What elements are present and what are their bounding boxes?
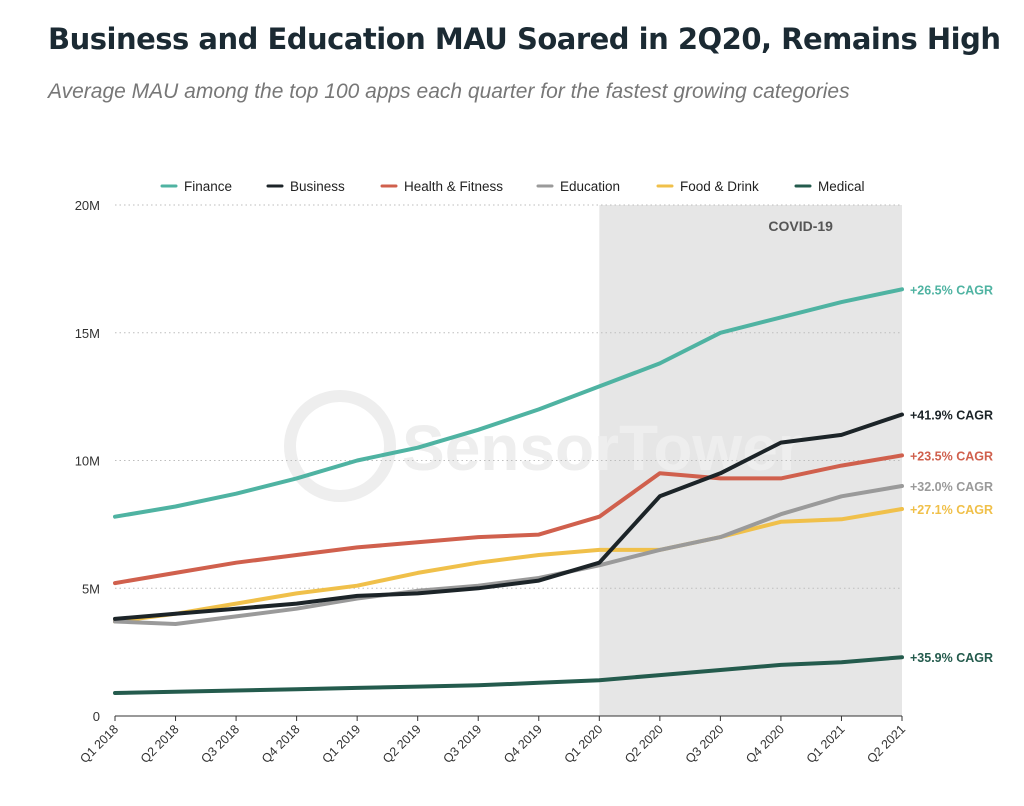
legend-label: Food & Drink	[680, 179, 759, 194]
cagr-label-health-fitness: +23.5% CAGR	[910, 449, 993, 463]
watermark-text: SensorTower	[402, 412, 803, 484]
legend-label: Finance	[184, 179, 232, 194]
x-tick-label: Q1 2021	[804, 722, 848, 766]
legend-label: Business	[290, 179, 345, 194]
x-tick-label: Q3 2019	[441, 722, 485, 766]
series-line-finance	[113, 287, 904, 519]
chart-subtitle: Average MAU among the top 100 apps each …	[48, 80, 850, 103]
cagr-label-finance: +26.5% CAGR	[910, 283, 993, 297]
cagr-label-business: +41.9% CAGR	[910, 409, 993, 423]
series-line-food-drink	[113, 507, 904, 624]
x-tick-label: Q4 2020	[743, 722, 787, 766]
x-tick-label: Q3 2020	[683, 722, 727, 766]
legend-item-education: Education	[536, 179, 620, 194]
legend-item-business: Business	[266, 179, 345, 194]
x-tick-label: Q2 2020	[622, 722, 666, 766]
cagr-label-food-drink: +27.1% CAGR	[910, 503, 993, 517]
watermark-logo	[284, 390, 396, 502]
y-tick-label: 20M	[75, 198, 100, 213]
covid-label: COVID-19	[768, 218, 833, 234]
x-tick-label: Q4 2018	[259, 722, 303, 766]
cagr-label-medical: +35.9% CAGR	[910, 651, 993, 665]
cagr-label-education: +32.0% CAGR	[910, 480, 993, 494]
x-tick-label: Q4 2019	[501, 722, 545, 766]
x-tick-label: Q2 2018	[138, 722, 182, 766]
series-line-health-fitness	[113, 453, 904, 586]
x-tick-label: Q3 2018	[198, 722, 242, 766]
legend-item-health-fitness: Health & Fitness	[380, 179, 503, 194]
legend-label: Health & Fitness	[404, 179, 503, 194]
y-tick-label: 0	[93, 709, 100, 724]
chart-title: Business and Education MAU Soared in 2Q2…	[48, 22, 1001, 56]
legend-item-finance: Finance	[160, 179, 232, 194]
legend-item-medical: Medical	[794, 179, 865, 194]
legend-item-food-drink: Food & Drink	[656, 179, 759, 194]
y-tick-label: 10M	[75, 454, 100, 469]
series-line-business	[113, 412, 904, 621]
series-line-medical	[113, 655, 904, 695]
legend-label: Medical	[818, 179, 865, 194]
series-line-education	[113, 484, 904, 626]
y-tick-label: 5M	[82, 581, 100, 596]
x-tick-label: Q2 2021	[864, 722, 908, 766]
x-tick-label: Q1 2019	[319, 722, 363, 766]
legend-label: Education	[560, 179, 620, 194]
y-tick-label: 15M	[75, 326, 100, 341]
x-tick-label: Q1 2020	[562, 722, 606, 766]
x-tick-label: Q1 2018	[77, 722, 121, 766]
x-tick-label: Q2 2019	[380, 722, 424, 766]
